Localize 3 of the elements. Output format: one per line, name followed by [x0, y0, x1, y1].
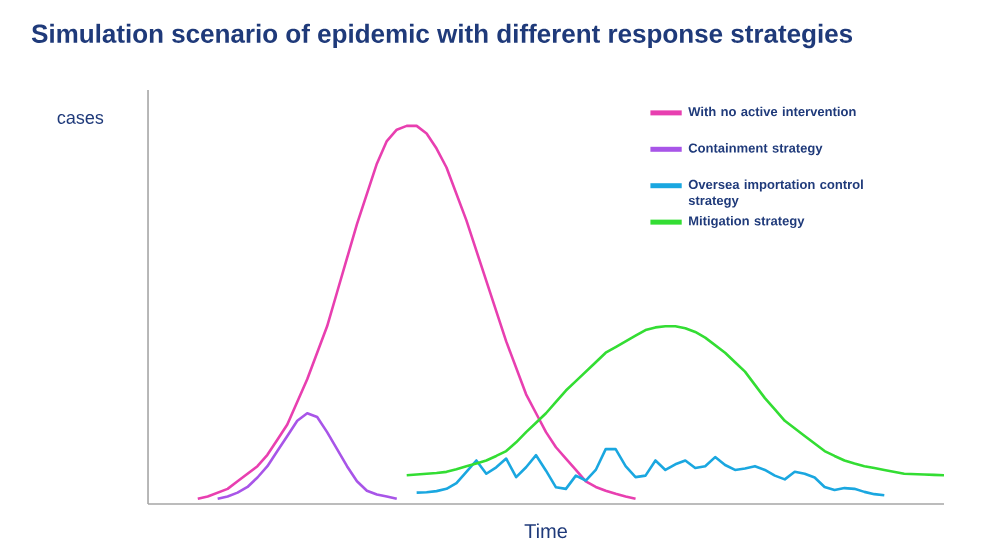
x-axis-title: Time: [524, 523, 567, 539]
y-axis-title: cases: [57, 114, 104, 124]
chart-title: Simulation scenario of epidemic with different response strategies: [31, 23, 853, 49]
